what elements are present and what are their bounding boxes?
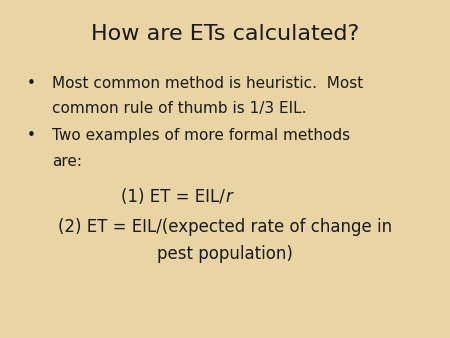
Text: •: •: [27, 76, 36, 91]
Text: common rule of thumb is 1/3 EIL.: common rule of thumb is 1/3 EIL.: [52, 101, 306, 116]
Text: Most common method is heuristic.  Most: Most common method is heuristic. Most: [52, 76, 363, 91]
Text: (2) ET = EIL/(expected rate of change in: (2) ET = EIL/(expected rate of change in: [58, 218, 392, 236]
Text: Two examples of more formal methods: Two examples of more formal methods: [52, 128, 350, 143]
Text: (1) ET = EIL/: (1) ET = EIL/: [121, 188, 225, 206]
Text: are:: are:: [52, 154, 82, 169]
Text: How are ETs calculated?: How are ETs calculated?: [91, 24, 359, 44]
Text: •: •: [27, 128, 36, 143]
Text: pest population): pest population): [157, 245, 293, 263]
Text: r: r: [225, 188, 232, 206]
